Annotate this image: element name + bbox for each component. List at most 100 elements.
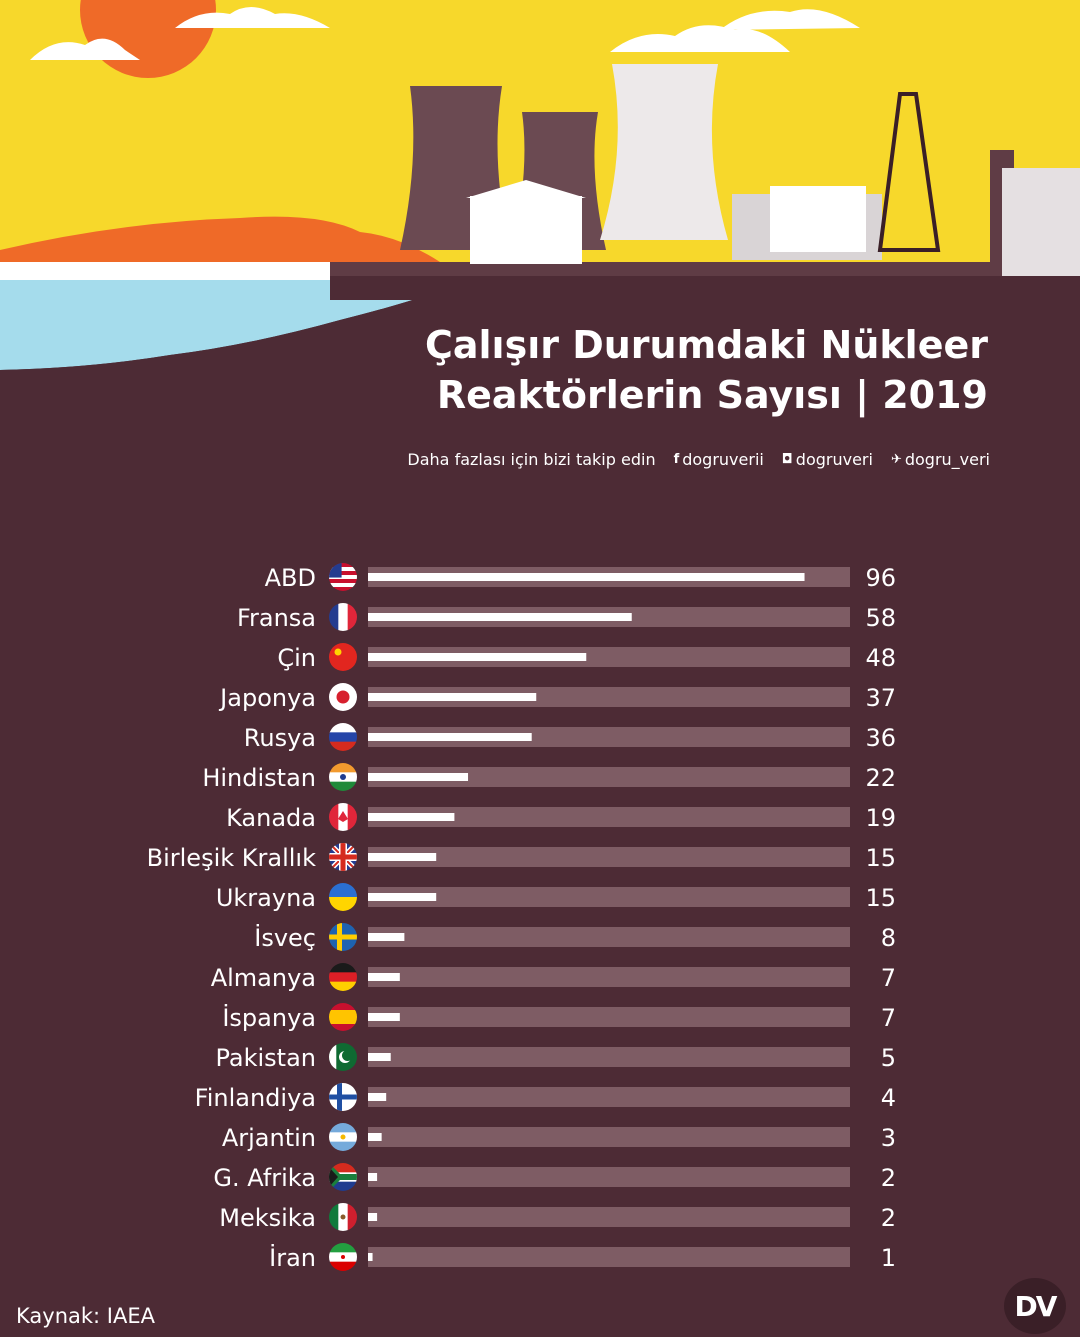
twitter-icon: ✈: [890, 452, 902, 467]
value-label: 37: [865, 684, 896, 712]
value-label: 22: [865, 764, 896, 792]
bar-track: [368, 727, 850, 747]
instagram-link[interactable]: ◘ dogruveri: [782, 450, 873, 469]
category-label: İspanya: [222, 1003, 316, 1032]
bar: [368, 813, 455, 821]
chart-row: Japonya 37: [218, 683, 896, 712]
bar: [368, 1253, 373, 1261]
value-label: 8: [881, 924, 896, 952]
bar-track: [368, 1127, 850, 1147]
chart-row: ABD 96: [265, 563, 896, 592]
value-label: 48: [865, 644, 896, 672]
category-label: Ukrayna: [216, 884, 316, 912]
bar: [368, 613, 632, 621]
category-label: Finlandiya: [195, 1084, 316, 1112]
value-label: 2: [881, 1164, 896, 1192]
usa-flag-icon: [329, 563, 357, 591]
chart-title-line-1: Çalışır Durumdaki Nükleer: [425, 323, 988, 367]
twitter-handle: dogru_veri: [904, 450, 990, 469]
bar-track: [368, 1047, 850, 1067]
china-flag-icon: [329, 643, 357, 671]
chart-row: Kanada 19: [226, 803, 896, 832]
bar-track: [368, 927, 850, 947]
sweden-flag-icon: [329, 923, 357, 951]
bar: [368, 853, 437, 861]
twitter-link[interactable]: ✈ dogru_veri: [891, 450, 990, 469]
value-label: 58: [865, 604, 896, 632]
value-label: 7: [881, 964, 896, 992]
chart-title-line-2: Reaktörlerin Sayısı | 2019: [436, 373, 988, 417]
facebook-link[interactable]: f dogruverii: [674, 450, 764, 469]
bar: [368, 1093, 387, 1101]
pakistan-flag-icon: [329, 1043, 357, 1071]
iran-flag-icon: [329, 1243, 357, 1271]
bar: [368, 973, 400, 981]
chart-row: Fransa 58: [237, 603, 896, 632]
chart-row: G. Afrika 2: [213, 1163, 896, 1192]
category-label: ABD: [265, 564, 316, 592]
bar-track: [368, 1087, 850, 1107]
mexico-flag-icon: [329, 1203, 357, 1231]
chart-row: Meksika 2: [219, 1203, 896, 1232]
bar-track: [368, 967, 850, 987]
chart-row: Pakistan 5: [216, 1043, 896, 1072]
facebook-handle: dogruverii: [682, 450, 764, 469]
bar: [368, 933, 405, 941]
value-label: 15: [865, 884, 896, 912]
value-label: 19: [865, 804, 896, 832]
social-follow-row: Daha fazlası için bizi takip edin f dogr…: [407, 450, 990, 469]
cloud-icon: [175, 7, 330, 28]
power-pylon: [877, 92, 941, 252]
category-label: Birleşik Krallık: [147, 844, 316, 872]
bar-track: [368, 1247, 850, 1267]
argentina-flag-icon: [329, 1123, 357, 1151]
category-label: İsveç: [254, 923, 316, 952]
chart-row: Ukrayna 15: [216, 883, 896, 912]
value-label: 1: [881, 1244, 896, 1272]
value-label: 15: [865, 844, 896, 872]
bar: [368, 773, 469, 781]
chart-row: Finlandiya 4: [195, 1083, 896, 1112]
category-label: Japonya: [218, 684, 316, 712]
chart-row: Rusya 36: [244, 723, 896, 752]
value-label: 4: [881, 1084, 896, 1112]
mountains: [0, 216, 440, 262]
bar-track: [368, 887, 850, 907]
value-label: 2: [881, 1204, 896, 1232]
cooling-tower: [600, 64, 728, 240]
bar: [368, 653, 587, 661]
bar-track: [368, 847, 850, 867]
value-label: 3: [881, 1124, 896, 1152]
bar: [368, 1133, 382, 1141]
bar: [368, 1013, 400, 1021]
category-label: İran: [269, 1243, 316, 1272]
uk-flag-icon: [329, 843, 357, 871]
france-flag-icon: [329, 603, 357, 631]
category-label: Arjantin: [222, 1124, 316, 1152]
dv-logo: DV: [1004, 1278, 1066, 1334]
chart-row: Çin 48: [277, 643, 896, 672]
spain-flag-icon: [329, 1003, 357, 1031]
category-label: Fransa: [237, 604, 316, 632]
chart-row: Hindistan 22: [202, 763, 896, 792]
category-label: Almanya: [211, 964, 316, 992]
bar: [368, 573, 805, 581]
category-label: Hindistan: [202, 764, 316, 792]
germany-flag-icon: [329, 963, 357, 991]
bar: [368, 1053, 391, 1061]
bar-track: [368, 1207, 850, 1227]
category-label: Meksika: [219, 1204, 316, 1232]
category-label: Kanada: [226, 804, 316, 832]
south-africa-flag-icon: [329, 1163, 357, 1191]
chart-row: İran 1: [269, 1243, 896, 1272]
chart-row: Arjantin 3: [222, 1123, 896, 1152]
value-label: 5: [881, 1044, 896, 1072]
category-label: G. Afrika: [213, 1164, 316, 1192]
category-label: Çin: [277, 644, 316, 672]
nuclear-plant-illustration: [0, 0, 1080, 400]
value-label: 36: [865, 724, 896, 752]
ukraine-flag-icon: [329, 883, 357, 911]
chart-row: Almanya 7: [211, 963, 896, 992]
